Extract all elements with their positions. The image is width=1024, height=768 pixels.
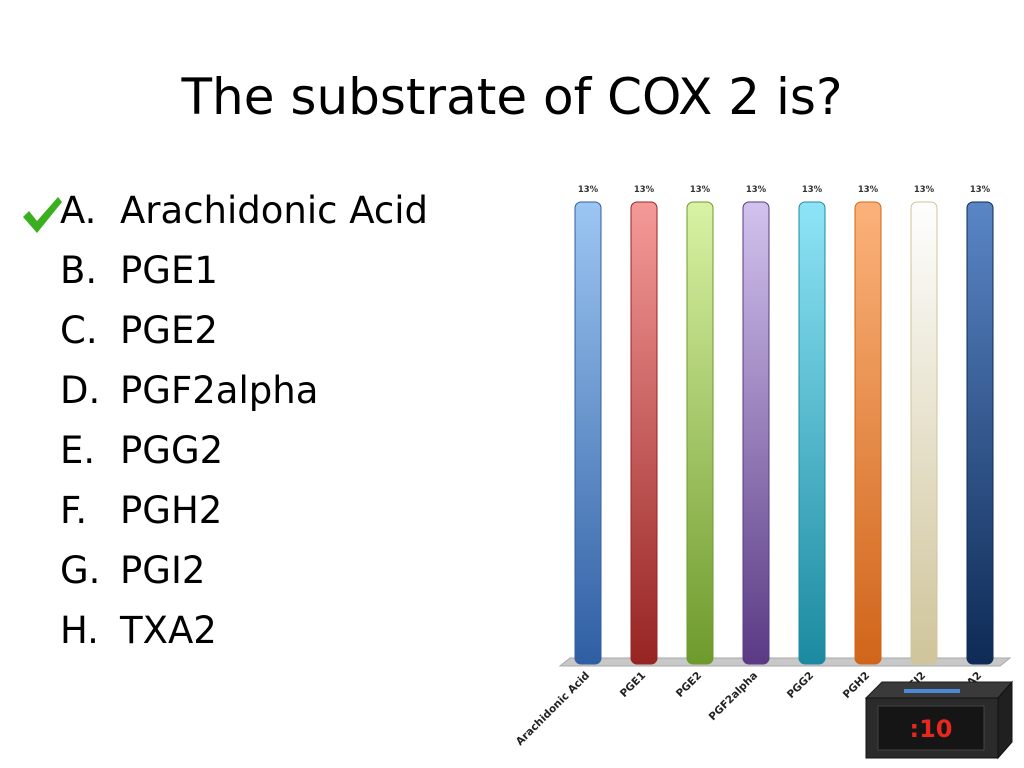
- bar-value-label: 13%: [970, 185, 991, 195]
- answer-text: PGI2: [120, 548, 206, 592]
- bar-5: [854, 201, 882, 665]
- timer-display: [877, 705, 985, 751]
- answer-text: PGG2: [120, 428, 224, 472]
- bar-value-label: 13%: [746, 185, 767, 195]
- answer-option-g[interactable]: G. PGI2: [60, 540, 428, 600]
- category-tick-label: PGE1: [618, 670, 648, 700]
- bar-0: [574, 201, 602, 665]
- answer-option-b[interactable]: B. PGE1: [60, 240, 428, 300]
- answer-option-f[interactable]: F. PGH2: [60, 480, 428, 540]
- category-tick-label: Arachidonic Acid: [514, 670, 592, 748]
- bar-3: [742, 201, 770, 665]
- answer-letter: C.: [60, 308, 98, 352]
- answer-letter: D.: [60, 368, 101, 412]
- category-tick-label: PGE2: [674, 670, 704, 700]
- answer-option-c[interactable]: C. PGE2: [60, 300, 428, 360]
- bar-2: [686, 201, 714, 665]
- answer-letter: H.: [60, 608, 99, 652]
- bar-value-label: 13%: [634, 185, 655, 195]
- answer-text: TXA2: [120, 608, 217, 652]
- bar-value-label: 13%: [802, 185, 823, 195]
- correct-answer-check-icon: [23, 197, 62, 233]
- answer-letter: E.: [60, 428, 96, 472]
- category-tick-label: PGF2alpha: [707, 670, 760, 723]
- bar-6: [910, 201, 938, 665]
- answer-text: PGE1: [120, 248, 218, 292]
- answer-option-h[interactable]: H. TXA2: [60, 600, 428, 660]
- countdown-timer: :10: [864, 680, 1014, 760]
- answer-text: PGE2: [120, 308, 218, 352]
- answer-option-e[interactable]: E. PGG2: [60, 420, 428, 480]
- answer-list: A. Arachidonic Acid B. PGE1 C. PGE2 D. P…: [60, 180, 428, 660]
- bar-value-label: 13%: [858, 185, 879, 195]
- bar-4: [798, 201, 826, 665]
- bar-value-label: 13%: [690, 185, 711, 195]
- bar-7: [966, 201, 994, 665]
- bar-1: [630, 201, 658, 665]
- answer-option-a[interactable]: A. Arachidonic Acid: [60, 180, 428, 240]
- answer-text: PGF2alpha: [120, 368, 319, 412]
- bar-value-label: 13%: [914, 185, 935, 195]
- bar-value-label: 13%: [578, 185, 599, 195]
- answer-text: Arachidonic Acid: [120, 188, 428, 232]
- answer-letter: B.: [60, 248, 98, 292]
- timer-value: :10: [910, 715, 953, 743]
- chart-floor: [558, 657, 1012, 667]
- question-title: The substrate of COX 2 is?: [181, 68, 843, 126]
- answer-letter: F.: [60, 488, 88, 532]
- timer-indicator: [904, 689, 960, 693]
- answer-option-d[interactable]: D. PGF2alpha: [60, 360, 428, 420]
- answer-text: PGH2: [120, 488, 223, 532]
- answer-letter: G.: [60, 548, 101, 592]
- answer-letter: A.: [60, 188, 97, 232]
- category-tick-label: PGG2: [785, 670, 816, 701]
